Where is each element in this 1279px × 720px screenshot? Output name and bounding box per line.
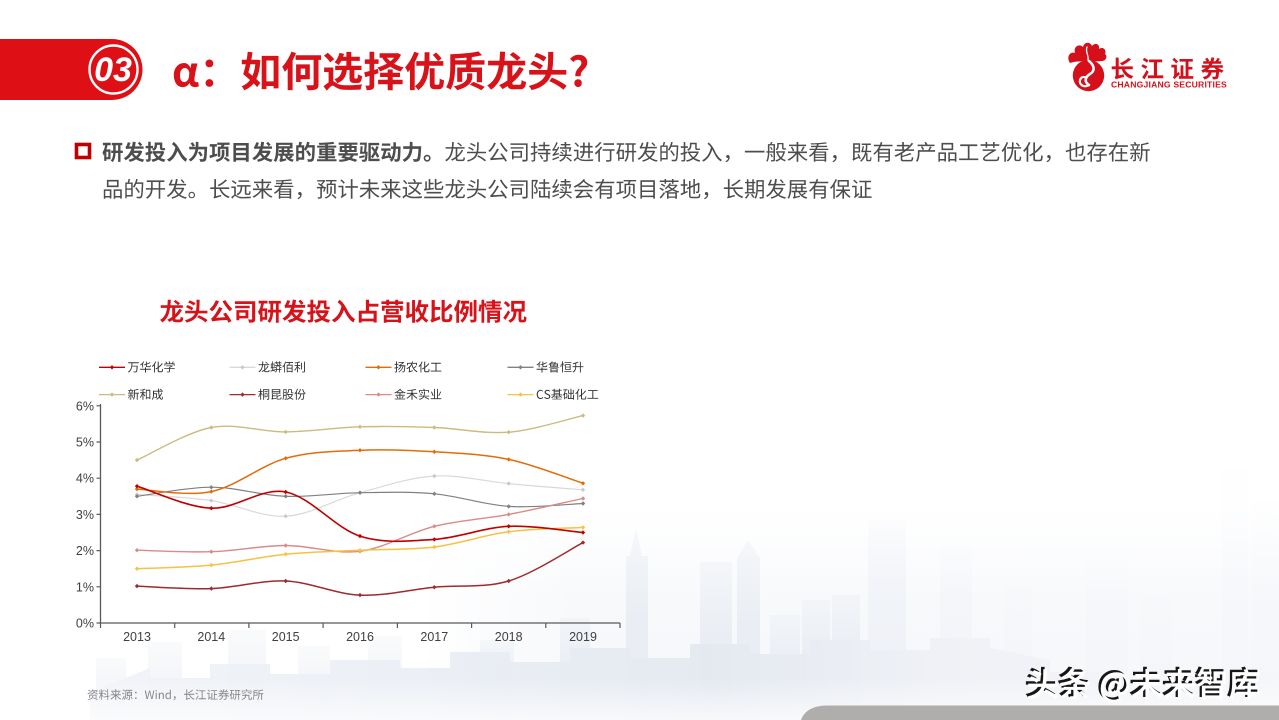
svg-text:1%: 1%: [76, 580, 94, 594]
svg-text:2019: 2019: [569, 630, 597, 644]
svg-text:6%: 6%: [76, 399, 94, 413]
svg-text:2018: 2018: [495, 630, 523, 644]
svg-text:2015: 2015: [272, 630, 300, 644]
svg-text:2016: 2016: [346, 630, 374, 644]
svg-text:5%: 5%: [76, 436, 94, 450]
svg-text:03: 03: [94, 51, 132, 89]
svg-text:2%: 2%: [76, 544, 94, 558]
svg-text:4%: 4%: [76, 472, 94, 486]
svg-text:CHANGJIANG SECURITIES: CHANGJIANG SECURITIES: [1111, 80, 1227, 90]
svg-text:2014: 2014: [197, 630, 225, 644]
svg-text:0%: 0%: [76, 617, 94, 631]
svg-text:2017: 2017: [420, 630, 448, 644]
svg-text:2013: 2013: [123, 630, 151, 644]
svg-text:3%: 3%: [76, 508, 94, 522]
